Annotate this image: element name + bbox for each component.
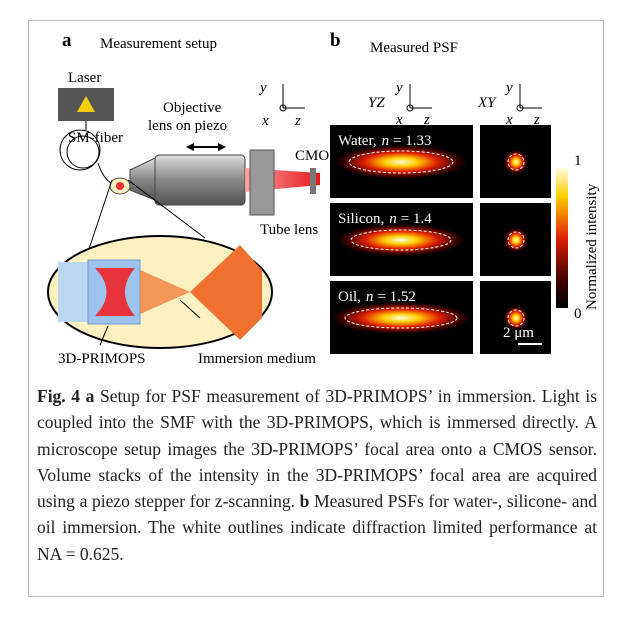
colorbar-min: 0 xyxy=(574,306,582,322)
value: = 1.52 xyxy=(377,289,415,305)
colorbar xyxy=(556,168,568,308)
medium: Silicon, xyxy=(338,211,384,227)
objective-label: Objective xyxy=(163,100,222,116)
symbol: n xyxy=(389,211,397,227)
axes-glyph: y x z xyxy=(258,80,305,129)
panel-title: Measurement setup xyxy=(100,36,217,52)
caption-panel: b xyxy=(300,491,310,511)
medium-label: Immersion medium xyxy=(198,351,316,367)
psf-spot xyxy=(337,224,465,256)
panel-label: a xyxy=(62,30,72,51)
fiber-label: SM-fiber xyxy=(68,130,123,146)
axis-label: y xyxy=(258,80,267,96)
panel-label: b xyxy=(330,30,341,51)
tube-lens xyxy=(250,150,274,215)
probe-tip xyxy=(116,182,124,190)
view-label: XY xyxy=(477,95,497,111)
medium: Water, xyxy=(338,133,377,149)
figure: a Measurement setup Laser SM-fiber Objec… xyxy=(0,0,632,380)
value: = 1.4 xyxy=(401,211,432,227)
arrow-head xyxy=(218,143,226,151)
caption-label: Fig. 4 xyxy=(37,386,80,406)
view-label: YZ xyxy=(368,95,385,111)
psf-spot xyxy=(335,145,467,179)
medium: Oil, xyxy=(338,289,361,305)
axis-label: y xyxy=(504,80,513,96)
colorbar-max: 1 xyxy=(574,153,582,169)
page: a Measurement setup Laser SM-fiber Objec… xyxy=(0,0,632,617)
arrow-head xyxy=(186,143,194,151)
objective xyxy=(155,155,245,205)
axis-label: x xyxy=(261,113,269,129)
tube-lens-label: Tube lens xyxy=(260,222,318,238)
caption-panel: a xyxy=(86,386,95,406)
psf-spot xyxy=(331,302,471,334)
laser-label: Laser xyxy=(68,70,101,86)
axis-label: y xyxy=(394,80,403,96)
row-label: Water, n= 1.33 xyxy=(338,133,432,149)
symbol: n xyxy=(366,289,374,305)
objective-label: lens on piezo xyxy=(148,118,227,134)
camera xyxy=(310,168,316,194)
probe-label: 3D-PRIMOPS xyxy=(58,351,146,367)
colorbar-label: Normalized intensity xyxy=(584,183,600,310)
axis-label: z xyxy=(294,113,301,129)
symbol: n xyxy=(382,133,390,149)
scale-bar-label: 2 μm xyxy=(503,325,534,341)
value: = 1.33 xyxy=(393,133,431,149)
caption: Fig. 4 a Setup for PSF measurement of 3D… xyxy=(37,383,597,567)
panel-title: Measured PSF xyxy=(370,40,458,56)
row-label: Oil, n= 1.52 xyxy=(338,289,416,305)
objective xyxy=(130,158,155,200)
